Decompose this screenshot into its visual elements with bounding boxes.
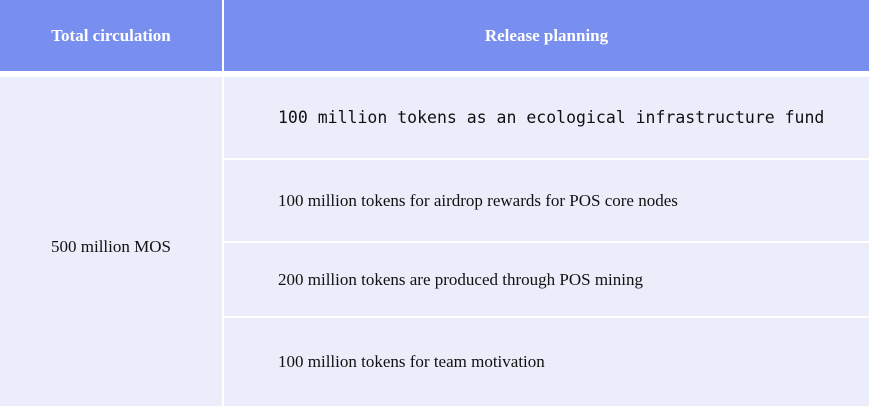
release-item-text: 100 million tokens for airdrop rewards f… bbox=[278, 190, 678, 210]
release-row: 100 million tokens as an ecological infr… bbox=[224, 77, 869, 158]
header-total-circulation-label: Total circulation bbox=[51, 25, 171, 45]
release-item-text: 100 million tokens for team motivation bbox=[278, 352, 545, 371]
total-circulation-cell: 500 million MOS bbox=[0, 77, 222, 406]
header-total-circulation: Total circulation bbox=[0, 0, 222, 71]
release-row: 200 million tokens are produced through … bbox=[224, 243, 869, 316]
total-circulation-value: 500 million MOS bbox=[51, 236, 171, 256]
release-item-text: 200 million tokens are produced through … bbox=[278, 269, 643, 289]
release-row: 100 million tokens for airdrop rewards f… bbox=[224, 160, 869, 241]
header-release-planning: Release planning bbox=[224, 0, 869, 71]
header-release-planning-label: Release planning bbox=[484, 25, 609, 45]
release-row: 100 million tokens for team motivation bbox=[224, 318, 869, 406]
release-item-text: 100 million tokens as an ecological infr… bbox=[278, 108, 825, 127]
